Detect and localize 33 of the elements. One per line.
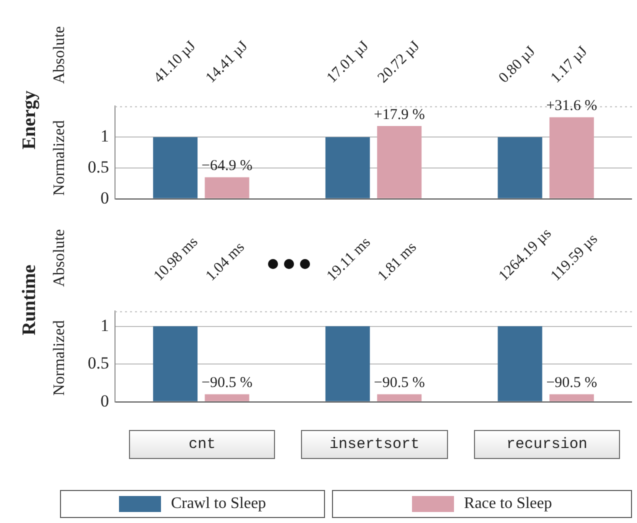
y-tick-label: 1 xyxy=(100,316,109,335)
x-tick-label: cnt xyxy=(129,430,276,459)
annotation: −90.5 % xyxy=(546,375,598,392)
chart-subtitle: Absolute xyxy=(51,26,69,84)
y-axis-title: Normalized xyxy=(51,320,69,396)
legend-label: Race to Sleep xyxy=(464,495,552,513)
chart-title: Energy xyxy=(19,90,41,150)
x-tick-label: recursion xyxy=(474,430,620,459)
y-axis-title: Normalized xyxy=(51,120,69,196)
y-tick-label: 0.5 xyxy=(88,157,109,176)
bar xyxy=(204,177,250,198)
annotation: −64.9 % xyxy=(202,158,252,176)
text: 0.80 µJ xyxy=(496,44,540,87)
text: 1.04 ms xyxy=(202,239,249,285)
bar xyxy=(498,137,542,198)
y-tick-label: 0 xyxy=(100,391,109,410)
annotation: +31.6 % xyxy=(546,98,598,116)
annotation: +17.9 % xyxy=(374,106,425,124)
bar xyxy=(377,126,422,198)
bar xyxy=(549,117,594,198)
x-tick-label: insertsort xyxy=(301,430,448,459)
bar xyxy=(153,137,198,198)
text: 1.17 µJ xyxy=(548,44,592,87)
annotation: −90.5 % xyxy=(202,375,252,392)
y-tick-label: 0.5 xyxy=(88,354,109,373)
chart-subtitle: Absolute xyxy=(51,229,69,287)
annotation: −90.5 % xyxy=(374,375,425,392)
y-tick-label: 1 xyxy=(100,126,109,146)
bar xyxy=(325,137,370,198)
y-tick-label: 0 xyxy=(100,188,109,208)
legend-label: Crawl to Sleep xyxy=(170,495,266,513)
chart-title: Runtime xyxy=(19,264,41,336)
text: 1.81 ms xyxy=(375,239,421,285)
